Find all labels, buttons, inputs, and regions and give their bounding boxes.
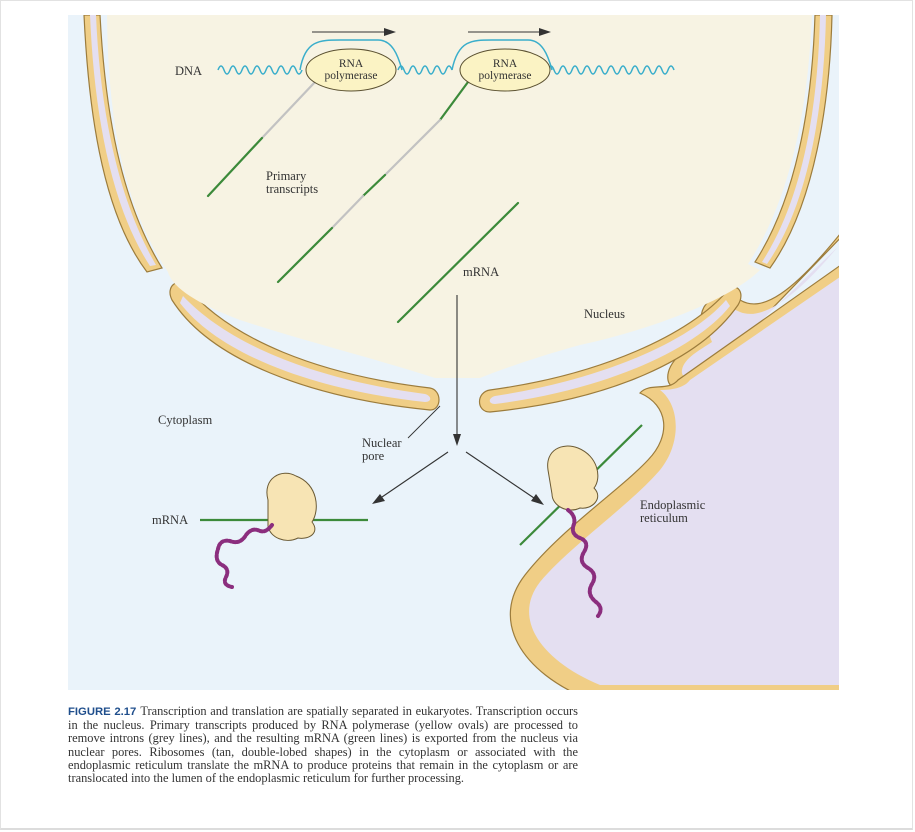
rna-polymerase-1	[305, 48, 397, 92]
rna-polymerase-2	[459, 48, 551, 92]
label-rna-polymerase-1-line2: polymerase	[324, 70, 377, 82]
label-mrna-cytoplasm: mRNA	[152, 513, 188, 527]
label-dna: DNA	[175, 64, 202, 78]
mrna-line	[206, 136, 264, 198]
label-primary-transcripts-line2: transcripts	[266, 182, 318, 196]
protein-chain-cytoplasm	[214, 523, 274, 589]
dna-unwound-strand-1	[299, 39, 403, 71]
intron-line	[330, 194, 365, 230]
label-mrna-nucleus: mRNA	[463, 265, 499, 279]
intron-line	[260, 80, 317, 140]
label-rna-polymerase-2-line2: polymerase	[478, 70, 531, 82]
er-ribosome-complex	[519, 424, 643, 618]
mrna-line	[438, 80, 470, 122]
label-cytoplasm: Cytoplasm	[158, 413, 212, 427]
dna-strand	[217, 65, 675, 75]
label-rna-polymerase-1-line1: RNA	[339, 58, 364, 70]
intron-line	[383, 118, 442, 177]
mrna-line	[396, 201, 520, 324]
ribosome-cytoplasm	[266, 472, 317, 541]
transcripts	[206, 80, 520, 324]
caption-text: Transcription and translation are spatia…	[68, 704, 578, 786]
label-er-line1: Endoplasmic	[640, 498, 706, 512]
transcription-direction-arrows	[312, 28, 551, 36]
figure-caption: FIGURE 2.17 Transcription and translation…	[68, 704, 578, 786]
caption-figure-number: FIGURE 2.17	[68, 706, 137, 718]
figure-illustration: DNA RNA polymerase RNA polymerase Primar…	[68, 15, 839, 690]
protein-chain-er	[566, 508, 603, 618]
nuclear-envelope	[83, 15, 833, 413]
label-primary-transcripts-line1: Primary	[266, 169, 307, 183]
label-er-line2: reticulum	[640, 511, 688, 525]
mrna-line	[276, 226, 334, 284]
ribosome-er	[547, 445, 599, 511]
nucleus-interior	[107, 15, 812, 378]
cytoplasmic-ribosome-complex	[200, 472, 368, 589]
label-nuclear-pore-line1: Nuclear	[362, 436, 402, 450]
dna-unwound-strand-2	[451, 39, 553, 71]
nuclear-pore-pointer	[407, 405, 441, 439]
label-nuclear-pore-line2: pore	[362, 449, 385, 463]
mrna-line	[361, 173, 387, 198]
label-rna-polymerase-2-line1: RNA	[493, 58, 518, 70]
label-nucleus: Nucleus	[584, 307, 625, 321]
export-arrows	[372, 295, 544, 505]
